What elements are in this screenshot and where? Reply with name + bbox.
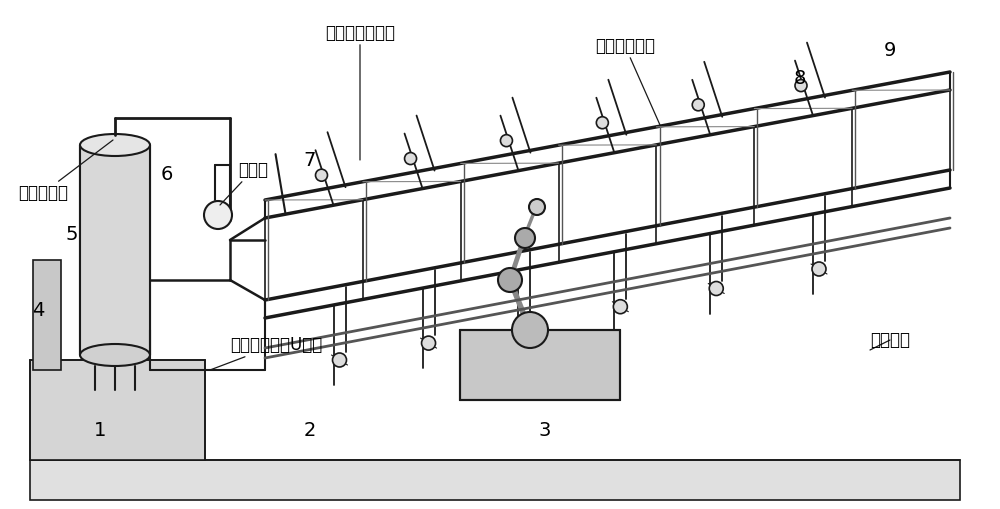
Circle shape	[709, 281, 723, 296]
Circle shape	[204, 201, 232, 229]
Text: 6: 6	[161, 165, 173, 184]
Bar	[30, 360, 205, 460]
Circle shape	[517, 318, 531, 332]
Text: 分离器出口倒U型管: 分离器出口倒U型管	[210, 336, 322, 370]
Ellipse shape	[80, 134, 150, 156]
Circle shape	[692, 99, 704, 111]
Ellipse shape	[80, 344, 150, 366]
Circle shape	[613, 300, 627, 314]
Text: 9: 9	[884, 41, 896, 60]
Circle shape	[512, 312, 548, 348]
Text: 2: 2	[304, 420, 316, 439]
Text: 5: 5	[66, 225, 78, 244]
Text: 1: 1	[94, 420, 106, 439]
Text: 分离器入口管路: 分离器入口管路	[325, 24, 395, 160]
Text: 单井热洗阀门: 单井热洗阀门	[595, 37, 660, 125]
Circle shape	[316, 169, 328, 181]
Text: 7: 7	[304, 151, 316, 169]
Text: 气压表: 气压表	[220, 161, 268, 205]
Circle shape	[422, 336, 436, 350]
Circle shape	[515, 228, 535, 248]
Text: 8: 8	[794, 69, 806, 88]
Polygon shape	[30, 460, 960, 500]
Bar	[80, 145, 150, 355]
Circle shape	[500, 135, 512, 147]
Circle shape	[529, 199, 545, 215]
Circle shape	[332, 353, 347, 367]
Circle shape	[795, 79, 807, 92]
Text: 气平衡管路: 气平衡管路	[18, 140, 113, 202]
Bar	[33, 260, 61, 370]
Text: 回油汇管: 回油汇管	[870, 331, 910, 350]
Bar	[460, 330, 620, 400]
Circle shape	[812, 262, 826, 276]
Circle shape	[498, 268, 522, 292]
Text: 4: 4	[32, 300, 44, 320]
Text: 3: 3	[539, 420, 551, 439]
Circle shape	[596, 117, 608, 129]
Circle shape	[405, 153, 417, 164]
